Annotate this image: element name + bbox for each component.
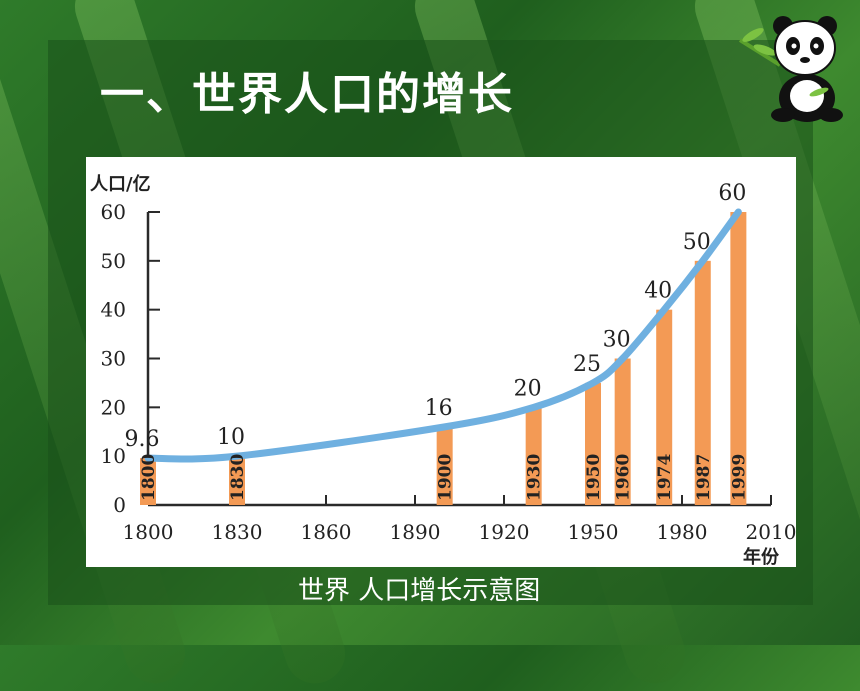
bar <box>229 456 245 505</box>
bar-value-label: 16 <box>425 396 453 421</box>
y-tick-label: 60 <box>101 200 126 224</box>
y-tick-label: 0 <box>113 493 126 517</box>
bar-year-label: 1800 <box>139 454 159 501</box>
bar-value-label: 9.6 <box>125 427 160 452</box>
bar-value-label: 20 <box>514 376 542 401</box>
bar <box>656 309 673 505</box>
y-axis-title: 人口/亿 <box>90 173 151 195</box>
chart-bars <box>140 212 747 505</box>
x-tick-label: 1950 <box>568 520 619 544</box>
x-tick-label: 2010 <box>746 520 796 544</box>
bar-year-label: 1960 <box>614 454 634 501</box>
bar <box>585 382 601 505</box>
panda-icon <box>738 16 843 122</box>
chart-container: 0 10 20 30 40 50 60 1800 1830 1860 1890 1920 1950 198… <box>86 157 796 568</box>
bar-year-label: 1900 <box>436 454 456 501</box>
y-tick-label: 30 <box>101 347 126 371</box>
x-tick-label: 1860 <box>301 520 352 544</box>
slide-title: 一、世界人口的增长 <box>100 69 514 120</box>
bar-value-label: 60 <box>718 181 746 206</box>
x-tick-label: 1890 <box>390 520 441 544</box>
bar-year-label: 1930 <box>525 454 545 501</box>
population-chart: 0 10 20 30 40 50 60 1800 1830 1860 1890 1920 1950 198… <box>90 173 796 568</box>
x-axis-title: 年份 <box>743 546 780 567</box>
x-tick-label: 1980 <box>657 520 708 544</box>
bar <box>694 260 711 505</box>
bar-value-label: 40 <box>644 279 672 304</box>
bar-year-label: 1999 <box>729 454 749 501</box>
x-tick-label: 1920 <box>479 520 530 544</box>
x-tick-label: 1800 <box>123 520 174 544</box>
bar <box>140 458 156 505</box>
bar-year-label: 1974 <box>655 454 675 501</box>
chart-caption: 世界 人口增长示意图 <box>298 576 541 606</box>
trend-curve <box>144 208 742 463</box>
bar <box>730 212 747 505</box>
bar-value-label: 25 <box>573 352 601 377</box>
y-tick-label: 10 <box>101 444 126 468</box>
bar-year-label: 1987 <box>694 454 714 501</box>
bar-value-label: 50 <box>683 230 711 255</box>
bar <box>436 426 453 505</box>
bar-year-label: 1950 <box>584 454 604 501</box>
y-tick-label: 40 <box>101 298 126 322</box>
bar-value-label: 10 <box>217 425 245 450</box>
bar <box>525 407 542 505</box>
bar-value-label: 30 <box>603 328 631 353</box>
chart-axes: 0 10 20 30 40 50 60 1800 1830 1860 1890 1920 1950 198… <box>90 173 796 568</box>
bar <box>614 358 631 505</box>
bar-year-label: 1830 <box>228 454 248 501</box>
x-tick-label: 1830 <box>212 520 263 544</box>
y-tick-label: 20 <box>101 395 126 419</box>
y-tick-label: 50 <box>101 249 126 273</box>
